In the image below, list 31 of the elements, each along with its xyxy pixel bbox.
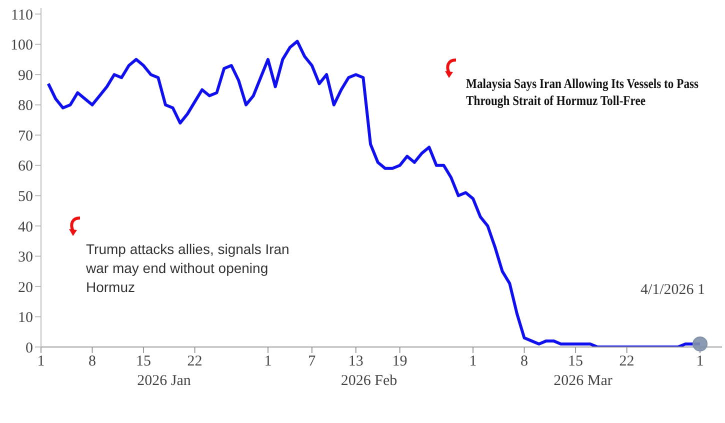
y-tick-label: 100 (10, 38, 33, 54)
x-tick-label: 15 (136, 354, 152, 370)
x-tick-label: 1 (696, 354, 704, 370)
annotation: Trump attacks allies, signals Iran war may end without opening Hormuz (86, 240, 290, 297)
x-tick-label: 22 (619, 354, 634, 370)
y-tick-label: 30 (18, 250, 33, 266)
y-tick-label: 80 (18, 98, 33, 114)
y-tick-label: 20 (18, 280, 33, 296)
text: 2026 Jan (136, 373, 192, 390)
x-tick-label: 15 (568, 354, 584, 370)
x-tick-label: 22 (187, 354, 202, 370)
x-tick-label: 1 (37, 354, 45, 370)
y-tick-label: 70 (18, 128, 33, 144)
text: 2026 Feb (340, 373, 398, 390)
x-tick-label: 1 (469, 354, 477, 370)
y-tick-label: 0 (26, 340, 33, 356)
y-tick-label: 110 (11, 7, 33, 24)
x-tick-label: 19 (392, 354, 408, 370)
x-tick-label: 8 (520, 354, 528, 370)
x-tick-label: 8 (88, 354, 96, 370)
y-tick-label: 50 (18, 188, 33, 205)
y-tick-label: 10 (18, 310, 33, 326)
x-tick-label: 13 (348, 354, 364, 370)
y-tick-label: 40 (18, 219, 33, 236)
annotation: 4/1/2026 1 (639, 282, 706, 299)
y-tick-label: 90 (18, 68, 33, 84)
y-tick-label: 60 (18, 158, 33, 175)
x-tick-label: 7 (308, 354, 316, 370)
text: 2026 Mar (552, 373, 614, 390)
x-tick-label: 1 (264, 354, 272, 370)
annotation: Malaysia Says Iran Allowing Its Vessels to Pass Through Strait of Hormuz Toll-Free (466, 75, 700, 109)
